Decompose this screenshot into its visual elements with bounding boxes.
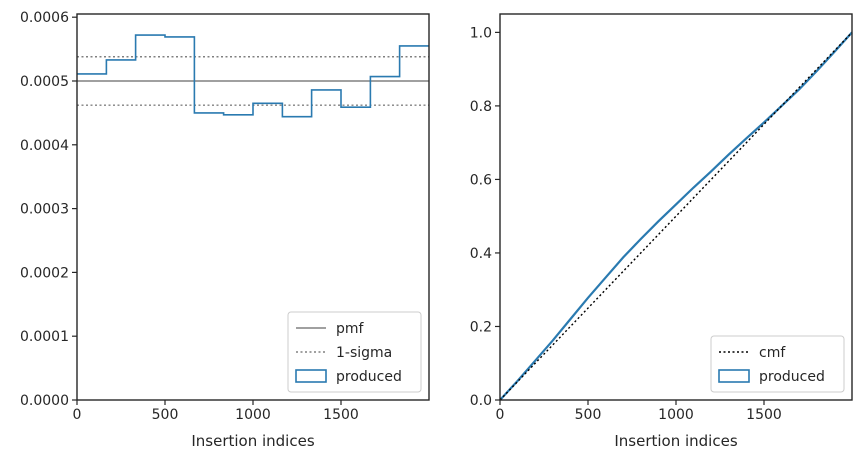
histogram-series xyxy=(77,34,429,118)
produced-line xyxy=(499,31,853,401)
cmf-line xyxy=(499,31,853,401)
y-tick-label: 0.4 xyxy=(470,246,492,262)
axis-ticks: 0 500 1000 1500 0.0 0.2 0.4 0.6 0.8 1.0 xyxy=(470,25,782,423)
x-axis-label: Insertion indices xyxy=(614,432,737,450)
x-axis-label: Insertion indices xyxy=(191,432,314,450)
x-tick-label: 0 xyxy=(73,407,82,423)
y-tick-label: 0.8 xyxy=(470,99,492,115)
y-tick-label: 0.0001 xyxy=(20,329,69,345)
legend-handle xyxy=(295,369,327,383)
plot-frame xyxy=(76,13,430,401)
y-tick-label: 0.2 xyxy=(470,319,492,335)
legend-box xyxy=(287,311,422,393)
y-tick-label: 0.0 xyxy=(470,393,492,409)
legend-label: produced xyxy=(336,369,402,385)
legend: pmf 1-sigma produced xyxy=(287,311,422,393)
histogram-step xyxy=(77,34,429,118)
reference-lines xyxy=(77,56,429,106)
cumulative-panel: 0 500 1000 1500 0.0 0.2 0.4 0.6 0.8 1.0 Insertion… xyxy=(470,13,853,450)
cumulative-series xyxy=(499,31,853,401)
x-tick-label: 500 xyxy=(152,407,179,423)
x-tick-label: 1500 xyxy=(746,407,782,423)
legend-handle xyxy=(718,369,750,383)
legend-label: pmf xyxy=(336,321,365,337)
x-tick-label: 1000 xyxy=(235,407,271,423)
axis-ticks: 0 500 1000 1500 0.0000 0.0001 0.0002 0.0003 0.00… xyxy=(20,10,359,423)
y-tick-label: 0.0003 xyxy=(20,202,69,218)
y-tick-label: 0.0000 xyxy=(20,393,69,409)
y-tick-label: 0.6 xyxy=(470,172,492,188)
y-tick-label: 0.0002 xyxy=(20,265,69,281)
legend-box xyxy=(710,335,845,393)
legend-label: cmf xyxy=(759,345,786,361)
legend: cmf produced xyxy=(710,335,845,393)
y-tick-label: 0.0004 xyxy=(20,138,69,154)
x-tick-label: 1000 xyxy=(658,407,694,423)
y-tick-label: 0.0005 xyxy=(20,74,69,90)
y-tick-label: 0.0006 xyxy=(20,10,69,26)
legend-label: 1-sigma xyxy=(336,345,392,361)
plot-frame xyxy=(499,13,853,401)
x-tick-label: 500 xyxy=(575,407,602,423)
x-tick-label: 1500 xyxy=(323,407,359,423)
y-tick-label: 1.0 xyxy=(470,25,492,41)
legend-label: produced xyxy=(759,369,825,385)
x-tick-label: 0 xyxy=(496,407,505,423)
histogram-panel: 0 500 1000 1500 0.0000 0.0001 0.0002 0.0003 0.00… xyxy=(20,10,430,450)
